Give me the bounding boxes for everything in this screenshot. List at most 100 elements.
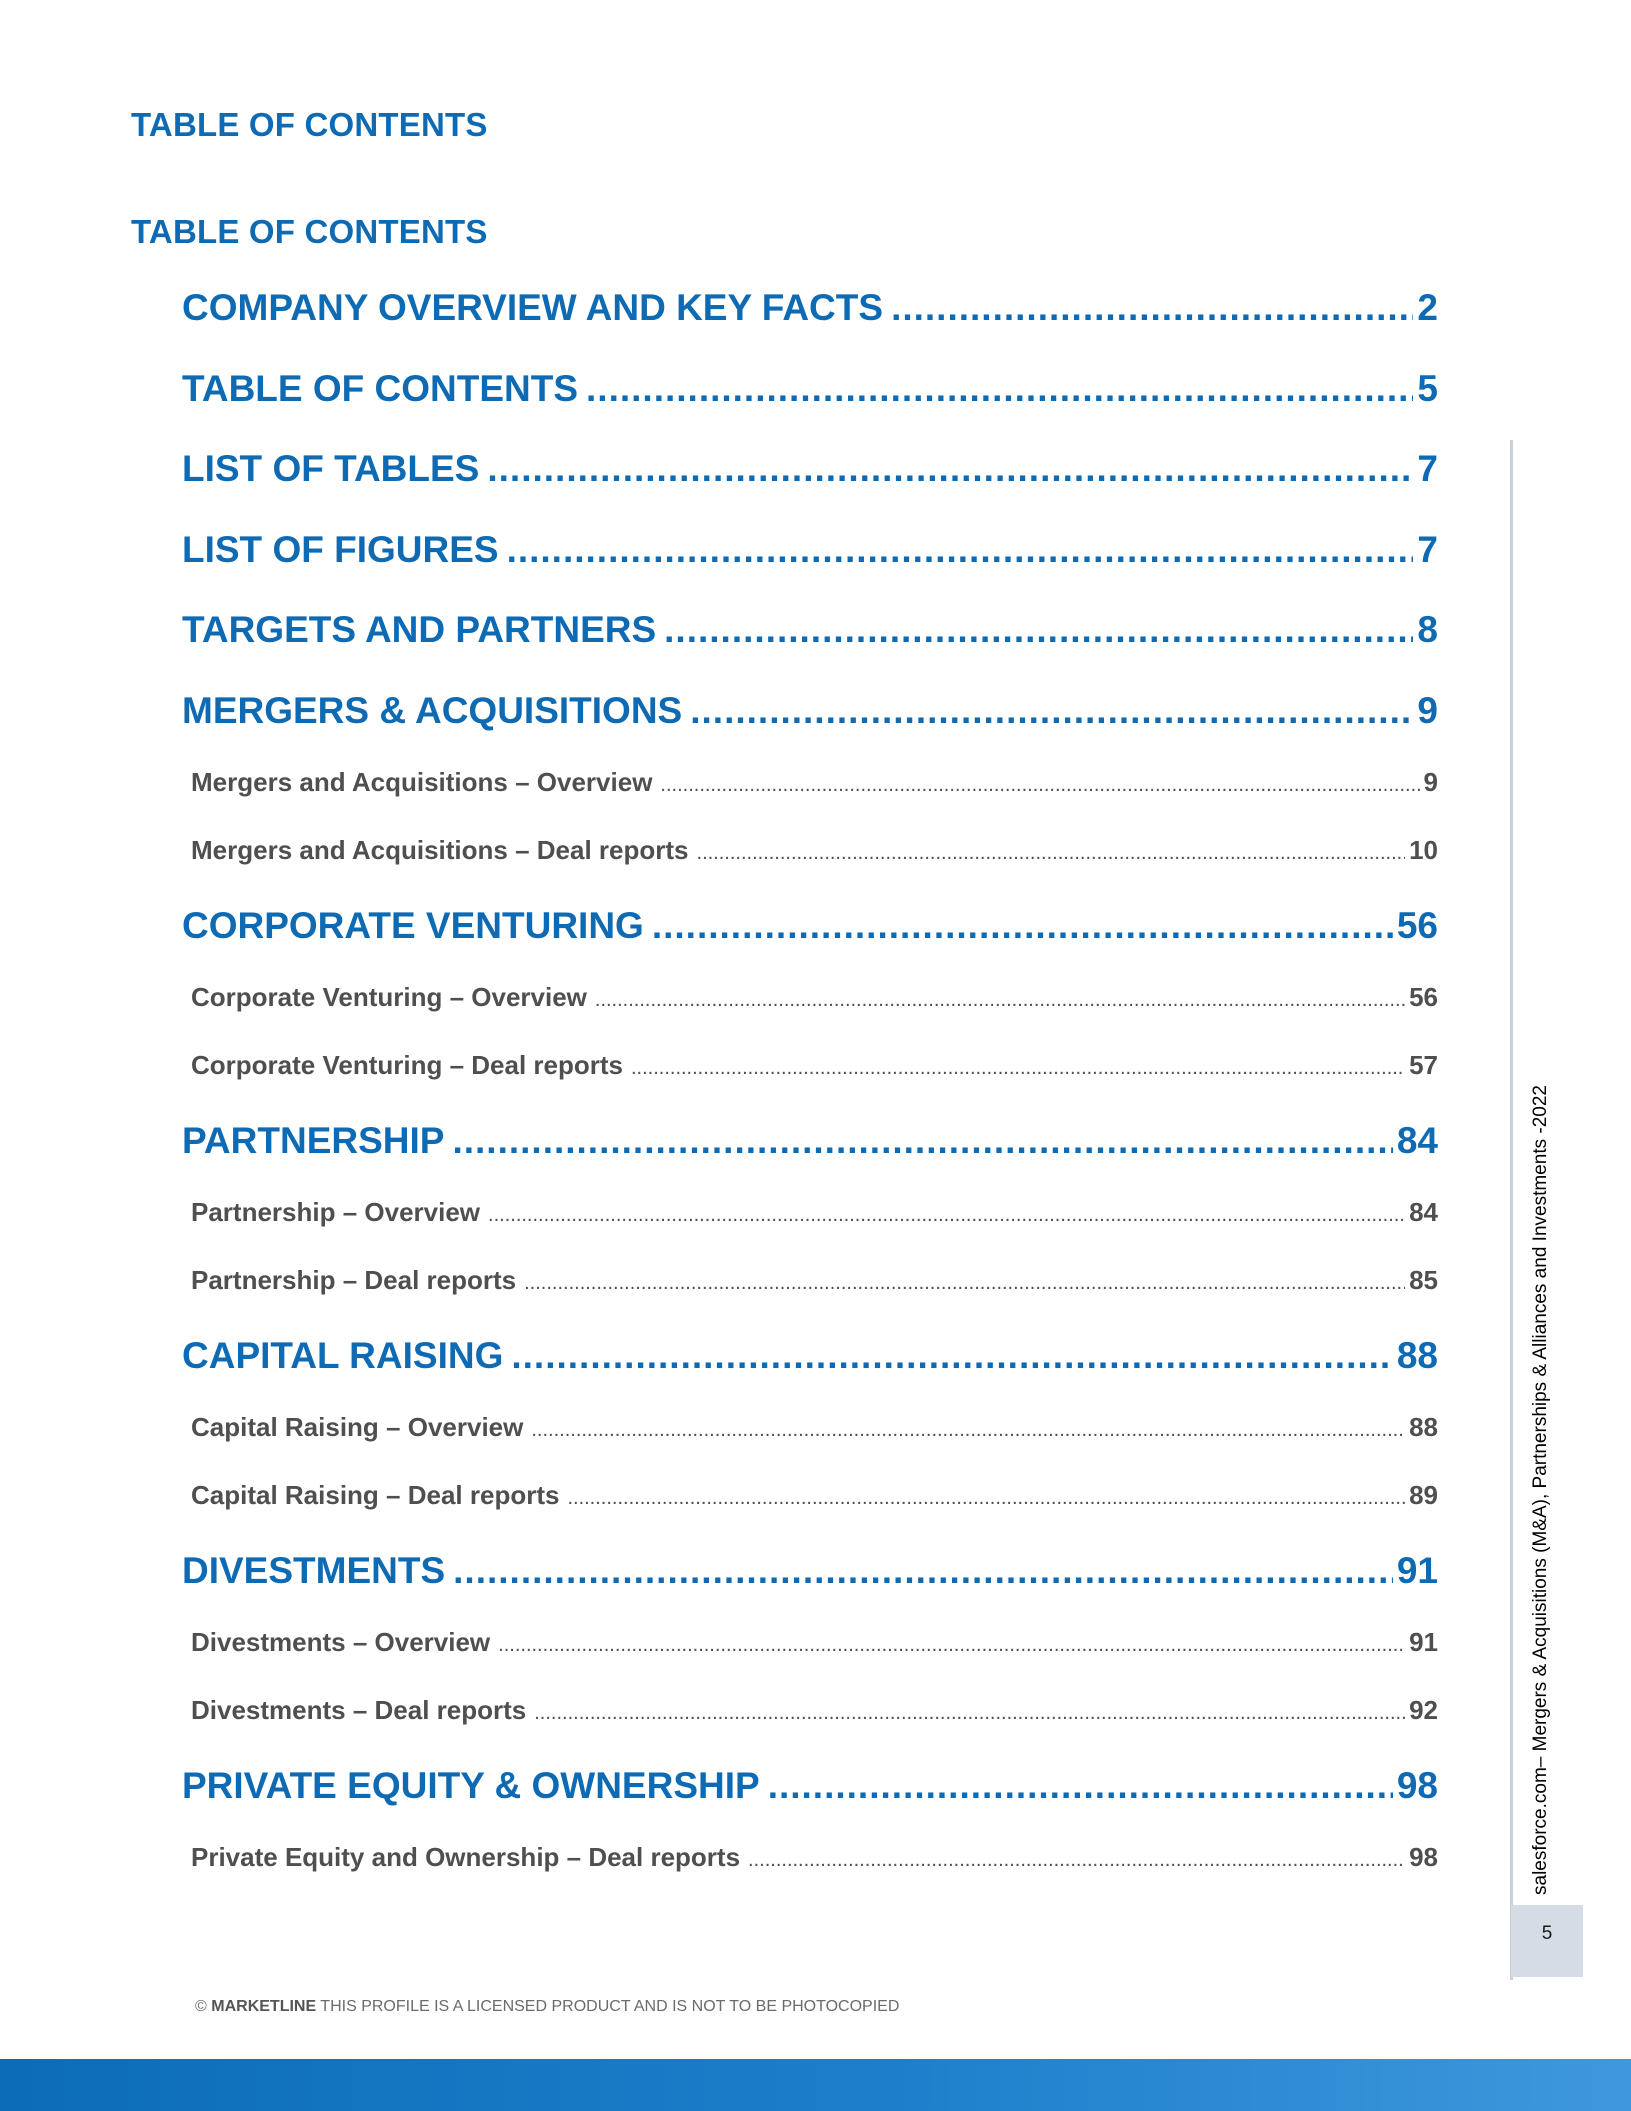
toc-entry-label: MERGERS & ACQUISITIONS [182, 690, 683, 731]
toc-entry-page: 91 [1409, 1627, 1438, 1657]
toc-leader-dots: ........................................… [891, 287, 1414, 328]
toc-entry-page: 85 [1409, 1265, 1438, 1295]
toc-heading: TABLE OF CONTENTS [131, 213, 488, 250]
toc-entry-page: 5 [1417, 367, 1438, 409]
toc-section-link[interactable]: COMPANY OVERVIEW AND KEY FACTS..........… [182, 287, 1438, 329]
toc-entry-label: TARGETS AND PARTNERS [182, 609, 657, 651]
toc-entry-page: 98 [1409, 1842, 1438, 1872]
toc-subsection-link[interactable]: Private Equity and Ownership – Deal repo… [191, 1842, 1438, 1873]
toc-entry-page: 7 [1417, 528, 1438, 570]
toc-subsection-link[interactable]: Divestments – Deal reports..............… [191, 1695, 1438, 1726]
page-number-box: 5 [1511, 1905, 1583, 1977]
toc-leader-dots: ........................................… [630, 1057, 1405, 1079]
toc-entry-label: COMPANY OVERVIEW AND KEY FACTS [182, 287, 884, 328]
toc-entry-label: DIVESTMENTS [182, 1550, 446, 1591]
toc-subsection-link[interactable]: Corporate Venturing – Overview..........… [191, 982, 1438, 1013]
toc-leader-dots: ........................................… [586, 367, 1414, 409]
footer-text: THIS PROFILE IS A LICENSED PRODUCT AND I… [320, 1998, 900, 2015]
toc-entry-page: 10 [1409, 835, 1438, 865]
toc-entry-label: Capital Raising – Deal reports [191, 1480, 560, 1510]
toc-leader-dots: ........................................… [452, 1120, 1392, 1161]
toc-section-link[interactable]: LIST OF FIGURES.........................… [182, 529, 1438, 571]
toc-entry-label: CORPORATE VENTURING [182, 905, 644, 946]
toc-section-link[interactable]: MERGERS & ACQUISITIONS..................… [182, 690, 1438, 732]
toc-entry-label: Private Equity and Ownership – Deal repo… [191, 1842, 741, 1872]
toc-entry-label: Corporate Venturing – Overview [191, 982, 587, 1012]
toc-leader-dots: ........................................… [690, 690, 1413, 731]
footer-band [0, 2059, 1631, 2111]
toc-leader-dots: ........................................… [534, 1702, 1405, 1724]
toc-entry-page: 89 [1409, 1480, 1438, 1510]
toc-entry-page: 2 [1417, 287, 1438, 328]
toc-section-link[interactable]: TABLE OF CONTENTS.......................… [182, 368, 1438, 410]
footer-brand: MARKETLINE [211, 1998, 317, 2015]
footer-notice: © MARKETLINE THIS PROFILE IS A LICENSED … [195, 1998, 899, 2016]
toc-section-link[interactable]: PARTNERSHIP.............................… [182, 1120, 1438, 1162]
toc-entry-label: Divestments – Overview [191, 1627, 491, 1657]
toc-section-link[interactable]: CORPORATE VENTURING.....................… [182, 905, 1438, 947]
toc-leader-dots: ........................................… [594, 989, 1406, 1011]
toc-leader-dots: ........................................… [453, 1550, 1393, 1591]
toc-entry-label: Capital Raising – Overview [191, 1412, 524, 1442]
toc-entry-label: Partnership – Overview [191, 1197, 481, 1227]
toc-entry-page: 56 [1396, 905, 1438, 946]
toc-entry-page: 8 [1417, 609, 1438, 651]
toc-entry-label: PARTNERSHIP [182, 1120, 445, 1161]
toc-leader-dots: ........................................… [524, 1272, 1405, 1294]
toc-subsection-link[interactable]: Divestments – Overview..................… [191, 1627, 1438, 1658]
copyright-symbol: © [195, 1998, 207, 2015]
toc-section-link[interactable]: CAPITAL RAISING.........................… [182, 1335, 1438, 1377]
toc-entry-page: 88 [1396, 1335, 1438, 1376]
toc-leader-dots: ........................................… [748, 1849, 1405, 1871]
toc-subsection-link[interactable]: Corporate Venturing – Deal reports......… [191, 1050, 1438, 1081]
running-title: salesforce.com– Mergers & Acquisitions (… [1530, 1085, 1551, 1895]
toc-entry-label: Corporate Venturing – Deal reports [191, 1050, 623, 1080]
toc-entry-label: LIST OF TABLES [182, 448, 480, 490]
toc-entry-page: 84 [1396, 1120, 1438, 1161]
toc-entry-label: LIST OF FIGURES [182, 528, 499, 570]
toc-entry-label: Mergers and Acquisitions – Deal reports [191, 835, 689, 865]
toc-entry-page: 9 [1423, 767, 1438, 797]
toc-entry-page: 88 [1409, 1412, 1438, 1442]
toc-subsection-link[interactable]: Mergers and Acquisitions – Overview.....… [191, 767, 1438, 798]
toc-subsection-link[interactable]: Capital Raising – Deal reports..........… [191, 1480, 1438, 1511]
toc-section-link[interactable]: DIVESTMENTS.............................… [182, 1550, 1438, 1592]
toc-subsection-link[interactable]: Partnership – Deal reports..............… [191, 1265, 1438, 1296]
toc-entry-page: 98 [1396, 1765, 1438, 1806]
toc-leader-dots: ........................................… [506, 528, 1414, 570]
toc-entry-label: Divestments – Deal reports [191, 1695, 527, 1725]
toc-leader-dots: ........................................… [531, 1419, 1405, 1441]
toc-leader-dots: ........................................… [511, 1335, 1392, 1376]
toc-leader-dots: ........................................… [488, 1204, 1405, 1226]
page-title: TABLE OF CONTENTS [131, 106, 488, 143]
toc-entry-page: 84 [1409, 1197, 1438, 1227]
toc-entry-label: CAPITAL RAISING [182, 1335, 504, 1376]
toc-leader-dots: ........................................… [664, 609, 1413, 651]
toc-entry-page: 57 [1409, 1050, 1438, 1080]
toc-leader-dots: ........................................… [651, 905, 1393, 946]
toc-entry-label: Mergers and Acquisitions – Overview [191, 767, 653, 797]
toc-subsection-link[interactable]: Partnership – Overview..................… [191, 1197, 1438, 1228]
toc-entry-label: Partnership – Deal reports [191, 1265, 517, 1295]
toc-subsection-link[interactable]: Mergers and Acquisitions – Deal reports.… [191, 835, 1438, 866]
toc-entry-label: TABLE OF CONTENTS [182, 367, 579, 409]
toc-leader-dots: ........................................… [567, 1487, 1405, 1509]
toc-leader-dots: ........................................… [487, 448, 1413, 490]
toc-section-link[interactable]: TARGETS AND PARTNERS....................… [182, 609, 1438, 651]
toc-entry-page: 91 [1396, 1550, 1438, 1591]
page-number: 5 [1541, 1923, 1553, 1944]
toc-leader-dots: ........................................… [767, 1765, 1393, 1806]
sidebar-divider [1510, 440, 1513, 1980]
toc-entry-page: 9 [1417, 690, 1438, 731]
toc-entry-page: 7 [1417, 448, 1438, 490]
toc-entry-page: 92 [1409, 1695, 1438, 1725]
toc-section-link[interactable]: LIST OF TABLES..........................… [182, 448, 1438, 490]
toc-leader-dots: ........................................… [660, 774, 1420, 796]
toc-entry-label: PRIVATE EQUITY & OWNERSHIP [182, 1765, 760, 1806]
toc-subsection-link[interactable]: Capital Raising – Overview..............… [191, 1412, 1438, 1443]
toc-leader-dots: ........................................… [498, 1634, 1405, 1656]
toc-leader-dots: ........................................… [696, 842, 1406, 864]
toc-section-link[interactable]: PRIVATE EQUITY & OWNERSHIP..............… [182, 1765, 1438, 1807]
toc-entry-page: 56 [1409, 982, 1438, 1012]
